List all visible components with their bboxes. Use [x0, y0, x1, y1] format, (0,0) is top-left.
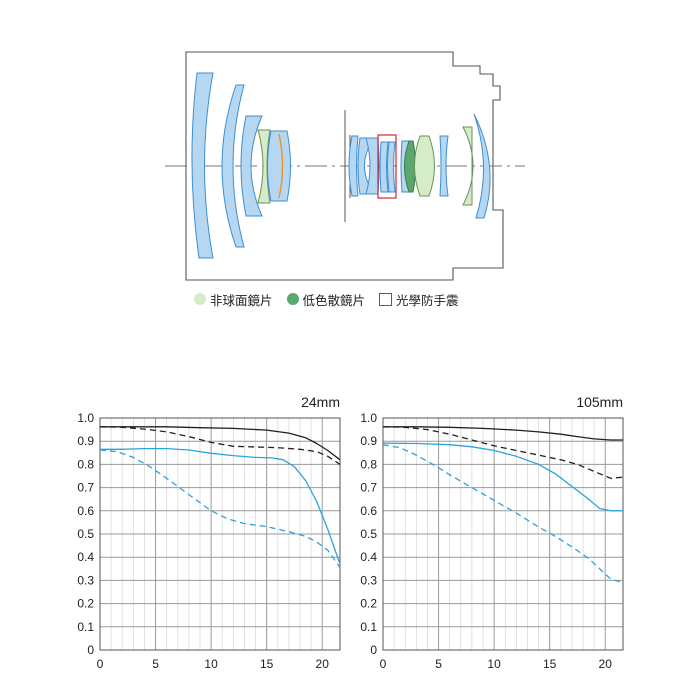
lens-element-front-meniscus: [191, 72, 214, 259]
y-tick-label: 0: [370, 643, 377, 657]
legend-item-aspherical: 非球面鏡片: [194, 290, 273, 309]
lens-element-ois-1: [379, 141, 389, 193]
y-tick-label: 0: [87, 643, 94, 657]
lens-barrel-outline: [185, 51, 504, 281]
mtf-series-line-1: [382, 426, 624, 479]
y-tick-label: 0.7: [360, 481, 377, 495]
x-tick-label: 0: [380, 657, 387, 671]
lens-element-middle-5: [439, 135, 449, 197]
legend-label: 光學防手震: [396, 292, 459, 308]
y-tick-label: 1.0: [77, 411, 94, 425]
lens-element-aspherical-2: [414, 135, 435, 197]
lens-element-front-4: [267, 130, 291, 202]
y-tick-label: 0.3: [360, 573, 377, 587]
ois-group-marker: [377, 134, 397, 199]
lens-element-aspherical-1: [257, 129, 271, 204]
plot-frame: [382, 417, 624, 651]
lens-element-ois-2: [387, 141, 396, 193]
y-tick-label: 1.0: [360, 411, 377, 425]
y-tick-label: 0.8: [360, 457, 377, 471]
lens-element-middle-1: [348, 135, 359, 197]
chart-title: 105mm: [576, 394, 623, 410]
y-tick-label: 0.2: [360, 597, 377, 611]
x-tick-label: 20: [599, 657, 613, 671]
mtf-chart-24mm-svg: 24mm 0 0.1 0.2 0.3 0.4 0.5 0.6 0.7 0.8 0.9 1.0 0 5 10 1…: [77, 394, 341, 671]
y-tick-label: 0.1: [77, 620, 94, 634]
lens-element-ld: [404, 140, 416, 193]
y-tick-label: 0.9: [360, 434, 377, 448]
lens-element-aspherical-3: [462, 126, 474, 206]
y-tick-label: 0.9: [77, 434, 94, 448]
lens-element-front-3: [240, 115, 263, 217]
y-tick-label: 0.1: [360, 620, 377, 634]
y-tick-label: 0.6: [360, 504, 377, 518]
y-tick-label: 0.4: [77, 550, 94, 564]
legend-item-ois: 光學防手震: [379, 290, 459, 309]
aspherical-swatch-icon: [194, 293, 206, 305]
lens-construction-diagram: [165, 51, 525, 281]
lens-element-rear: [473, 113, 491, 219]
mtf-series-line-0: [383, 426, 623, 441]
lens-element-front-4-orange-edge: [278, 133, 284, 199]
chart-title: 24mm: [301, 394, 340, 410]
x-tick-label: 10: [487, 657, 501, 671]
y-tick-label: 0.3: [77, 573, 94, 587]
mtf-series-line-1: [99, 426, 341, 465]
y-tick-label: 0.6: [77, 504, 94, 518]
x-tick-label: 20: [316, 657, 330, 671]
y-tick-label: 0.5: [77, 527, 94, 541]
y-tick-label: 0.2: [77, 597, 94, 611]
mtf-series-line-2: [382, 442, 623, 512]
mtf-series-line-0: [100, 426, 341, 461]
y-tick-label: 0.7: [77, 481, 94, 495]
mtf-series-line-3: [99, 449, 341, 568]
ld-swatch-icon: [286, 293, 299, 305]
x-tick-label: 10: [204, 657, 218, 671]
chart-grid: [99, 417, 340, 651]
mtf-chart-24mm: 24mm 0 0.1 0.2 0.3 0.4 0.5 0.6 0.7 0.8 0.9 1.0 0 5 10 1…: [62, 380, 352, 685]
x-tick-label: 15: [543, 657, 557, 671]
mtf-chart-105mm: 105mm 0 0.1 0.2 0.3 0.4 0.5 0.6 0.7 0.8 0.9 1.0 0 5 10…: [345, 380, 635, 685]
y-tick-label: 0.5: [360, 527, 377, 541]
legend-label: 低色散鏡片: [302, 292, 366, 308]
x-tick-label: 15: [260, 657, 274, 671]
y-tick-label: 0.8: [77, 457, 94, 471]
lens-element-front-2: [221, 84, 245, 248]
legend-item-low-dispersion: 低色散鏡片: [286, 290, 366, 309]
mtf-chart-105mm-svg: 105mm 0 0.1 0.2 0.3 0.4 0.5 0.6 0.7 0.8 0.9 1.0 0 5 10…: [360, 394, 624, 671]
ois-swatch-icon: [379, 292, 393, 306]
lens-legend: 非球面鏡片 低色散鏡片 光學防手震: [194, 289, 473, 309]
x-tick-label: 5: [152, 657, 159, 671]
plot-frame: [99, 417, 341, 651]
x-tick-label: 0: [97, 657, 104, 671]
x-tick-label: 5: [435, 657, 442, 671]
legend-label: 非球面鏡片: [210, 292, 273, 308]
mtf-series-line-2: [100, 447, 341, 565]
y-tick-label: 0.4: [360, 550, 377, 564]
mtf-series-line-3: [382, 444, 624, 584]
